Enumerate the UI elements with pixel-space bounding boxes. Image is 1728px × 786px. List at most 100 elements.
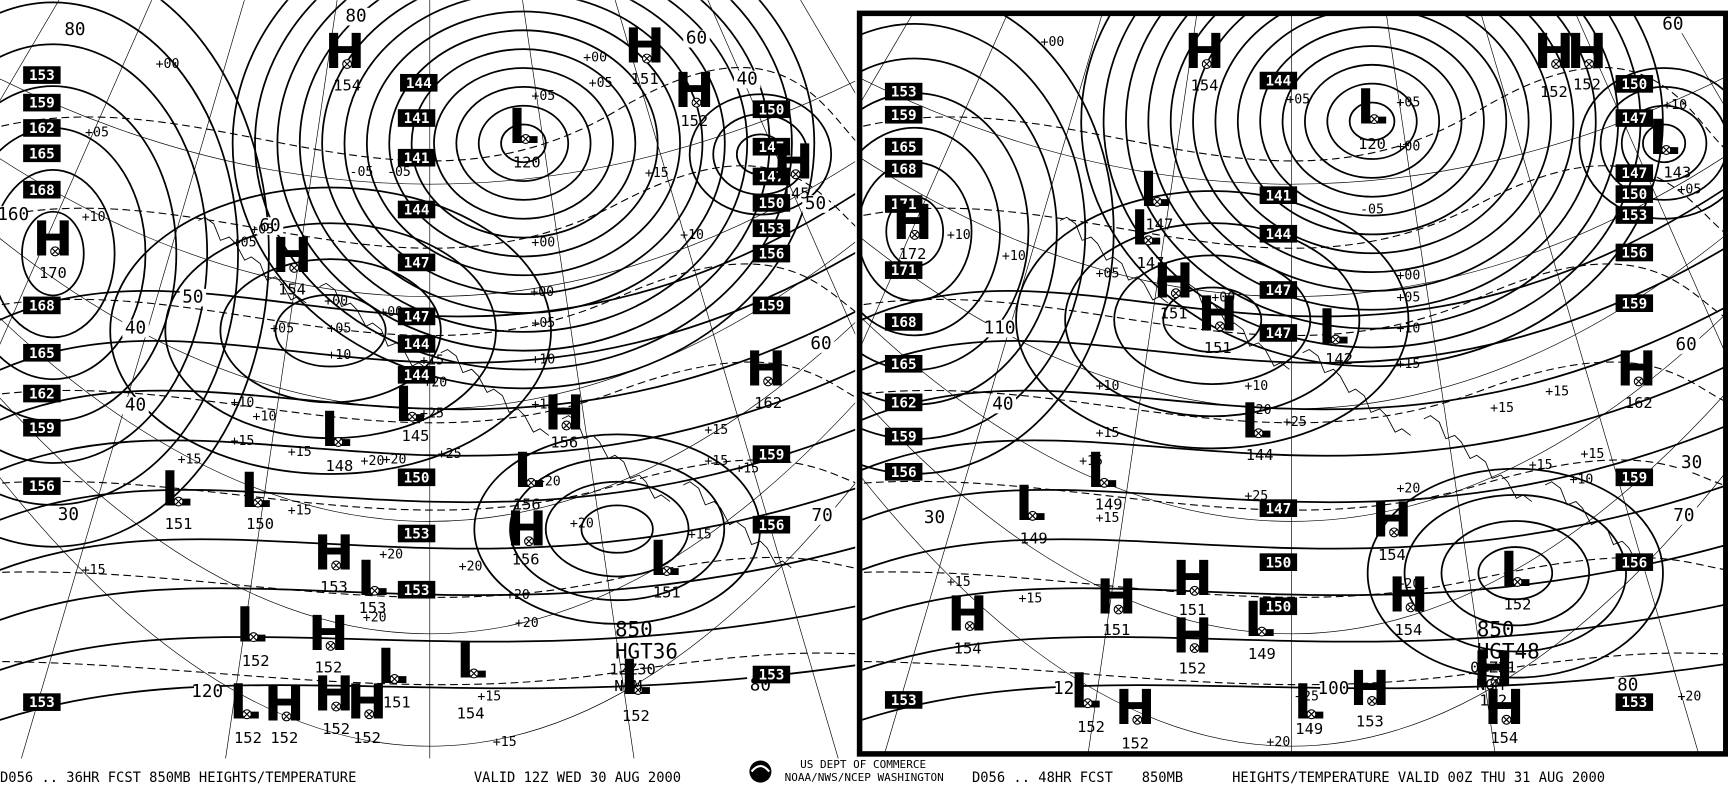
pressure-center: H	[314, 667, 355, 723]
center-marker-x	[1585, 60, 1593, 68]
height-contour	[477, 104, 570, 182]
height-label-box	[23, 343, 61, 362]
temperature-label: +15	[1079, 454, 1103, 469]
pressure-center: L	[1087, 443, 1118, 499]
temperature-label: +15	[288, 503, 312, 518]
center-value: 156	[512, 550, 540, 568]
coastline	[319, 282, 428, 370]
isoline-label: 80	[1617, 676, 1638, 696]
model-stamp: 12Z30	[609, 661, 655, 679]
temperature-label: +05	[233, 236, 257, 251]
footer-valid: VALID 12Z WED 30 AUG 2000	[474, 770, 681, 786]
temperature-label: +15	[688, 528, 712, 543]
pressure-center: H	[506, 501, 547, 557]
center-value: 144	[1246, 446, 1274, 464]
center-value: 154	[1191, 77, 1219, 95]
temperature-label: -05	[350, 165, 374, 180]
center-marker-x	[1028, 512, 1037, 520]
footer-left: D056 .. 48HR FCST	[972, 770, 1113, 786]
center-value: 152	[1540, 83, 1568, 101]
isoline-label-bg	[986, 319, 1013, 338]
center-value: 149	[1295, 720, 1323, 738]
pressure-center: H	[624, 19, 665, 75]
pressure-center: L	[377, 639, 408, 695]
center-marker-x	[1552, 60, 1560, 68]
height-contour	[1477, 546, 1554, 601]
pressure-center: L	[1244, 592, 1275, 648]
height-label-box	[752, 515, 791, 534]
center-marker-x	[290, 264, 298, 272]
height-contour	[860, 186, 1726, 322]
model-stamp: HGT36	[615, 640, 678, 664]
isoline-label-bg	[122, 319, 149, 338]
meridian-line	[1087, 14, 1198, 754]
height-label-box	[1615, 185, 1654, 203]
isoline-label-bg	[342, 7, 370, 26]
temperature-label: +15	[288, 445, 312, 460]
height-label-box	[400, 73, 438, 92]
isoline-label-bg	[0, 206, 27, 224]
height-label: 141	[1265, 188, 1291, 204]
height-label: 150	[1621, 187, 1647, 203]
height-label: 159	[1621, 296, 1647, 312]
height-contour	[509, 457, 726, 602]
temperature-label: +20	[506, 588, 530, 603]
height-label: 141	[404, 151, 430, 167]
isoline-label: 100	[1318, 679, 1350, 699]
height-contour	[544, 480, 690, 578]
noaa-logo	[749, 760, 772, 783]
temperature-label: +15	[704, 423, 728, 438]
isotherm	[0, 67, 856, 162]
pressure-center: L	[456, 634, 487, 690]
temperature-label: +15	[420, 353, 444, 368]
temperature-label: +20	[570, 517, 594, 532]
isotherm	[860, 652, 1726, 686]
center-value: 154	[1394, 621, 1422, 639]
height-label-box	[752, 244, 791, 263]
pressure-center: L	[229, 674, 260, 730]
pressure-center: H	[544, 386, 585, 442]
model-stamp: NGM	[614, 677, 642, 695]
center-marker-x	[1513, 578, 1522, 586]
isoline-label: 110	[984, 319, 1016, 339]
temperature-label: +10	[253, 410, 277, 425]
temperature-label: +00	[530, 285, 554, 300]
height-contour	[0, 0, 270, 548]
pressure-center: H	[314, 526, 355, 582]
center-marker-x	[1502, 716, 1511, 724]
height-label-box	[23, 93, 61, 112]
center-value: 149	[1020, 530, 1048, 548]
height-label-box	[884, 137, 923, 156]
isoline-label-bg	[179, 288, 207, 307]
center-marker-x	[332, 702, 340, 711]
center-marker-x	[343, 60, 351, 68]
temperature-label: +25	[1295, 690, 1319, 705]
height-label-box	[884, 354, 923, 373]
center-marker-x	[527, 479, 535, 487]
height-contour	[1366, 467, 1664, 679]
isoline-label: 70	[812, 506, 833, 526]
isotherm	[860, 459, 1726, 511]
height-contour	[21, 210, 85, 297]
height-contour	[0, 43, 209, 464]
height-contour	[231, 0, 816, 390]
height-contour	[0, 168, 116, 339]
isoline-label-bg	[808, 507, 836, 525]
height-contour	[0, 664, 856, 721]
isoline-label-bg	[256, 217, 284, 235]
height-label: 153	[404, 527, 430, 543]
isoline-label: 160	[0, 205, 29, 225]
height-label: 162	[891, 395, 917, 411]
center-marker-x	[1172, 289, 1180, 297]
pressure-center: L	[1357, 79, 1388, 135]
height-contour	[343, 0, 704, 295]
height-label-box	[1259, 71, 1298, 90]
temperature-label: +15	[735, 461, 759, 476]
center-value: 147	[1137, 254, 1165, 272]
height-label: 153	[29, 68, 55, 84]
center-marker-x	[1084, 699, 1092, 707]
height-contour	[0, 192, 856, 321]
center-value: 142	[1325, 350, 1353, 368]
height-label-box	[1615, 75, 1654, 93]
